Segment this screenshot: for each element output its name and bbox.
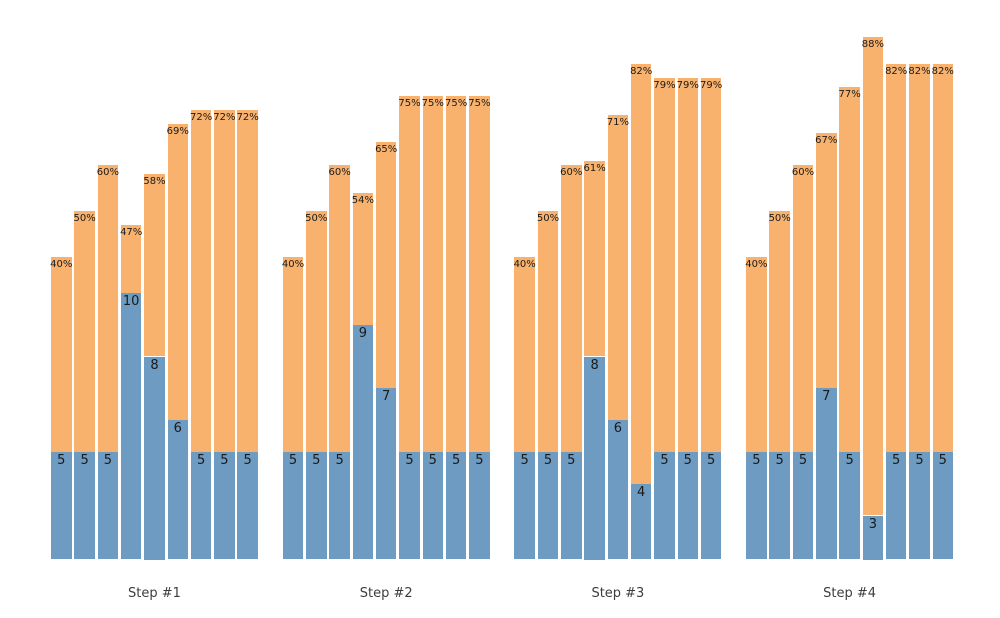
bar-top-segment	[97, 165, 119, 452]
bar-bottom-segment	[792, 451, 814, 560]
bar-top-segment	[282, 257, 304, 452]
bar-bottom-segment	[932, 451, 954, 560]
bar-bottom-segment	[375, 388, 397, 560]
bar-top-segment	[514, 257, 535, 452]
bar-bottom-segment	[677, 451, 699, 560]
bar-bottom-segment	[584, 356, 605, 560]
bar-bottom-segment	[885, 451, 907, 560]
bar-bottom-segment	[561, 451, 582, 560]
bar-top-segment	[746, 257, 767, 452]
bar-top-segment	[839, 87, 860, 452]
step-label: Step #2	[359, 586, 413, 601]
bar-top-segment	[816, 133, 837, 389]
bar-bottom-segment	[514, 451, 535, 560]
bar-bottom-segment	[630, 483, 652, 560]
bar-top-segment	[51, 257, 72, 452]
bar-top-segment	[862, 36, 884, 516]
bar-bottom-segment	[769, 451, 790, 560]
bar-top-segment	[561, 165, 582, 452]
bar-top-segment	[214, 110, 235, 452]
step-label: Step #4	[823, 586, 877, 601]
bar-bottom-segment	[909, 451, 930, 560]
bar-top-segment	[329, 165, 350, 452]
bar-bottom-segment	[607, 420, 629, 560]
bar-bottom-segment	[120, 292, 142, 560]
bar-top-segment	[932, 64, 954, 452]
bar-top-segment	[792, 165, 814, 452]
bar-bottom-segment	[839, 451, 860, 560]
bar-bottom-segment	[399, 451, 420, 560]
bar-top-segment	[422, 96, 444, 452]
bar-top-segment	[584, 160, 605, 357]
bar-bottom-segment	[445, 451, 467, 560]
bar-bottom-segment	[214, 451, 235, 560]
bar-bottom-segment	[282, 451, 304, 560]
bar-top-segment	[537, 211, 559, 452]
bar-bottom-segment	[237, 451, 258, 560]
bar-top-segment	[237, 110, 258, 452]
bar-top-segment	[700, 78, 722, 452]
bar-top-segment	[375, 142, 397, 389]
bar-bottom-segment	[167, 420, 189, 560]
bar-top-segment	[120, 224, 142, 293]
bar-top-segment	[909, 64, 930, 452]
bar-top-segment	[352, 192, 374, 325]
bar-bottom-segment	[816, 388, 837, 560]
bar-bottom-segment	[190, 451, 212, 560]
bar-bottom-segment	[654, 451, 675, 560]
bar-bottom-segment	[51, 451, 72, 560]
bar-bottom-segment	[97, 451, 119, 560]
bar-top-segment	[885, 64, 907, 452]
bar-top-segment	[399, 96, 420, 452]
bar-top-segment	[677, 78, 699, 452]
bar-top-segment	[190, 110, 212, 452]
bar-bottom-segment	[537, 451, 559, 560]
bar-bottom-segment	[329, 451, 350, 560]
bar-bottom-segment	[352, 324, 374, 560]
bar-bottom-segment	[306, 451, 327, 560]
bar-bottom-segment	[74, 451, 95, 560]
step-label: Step #1	[128, 586, 181, 601]
bar-bottom-segment	[862, 515, 884, 560]
bar-top-segment	[469, 96, 490, 452]
bar-top-segment	[654, 78, 675, 452]
bar-top-segment	[630, 64, 652, 484]
bar-bottom-segment	[144, 356, 165, 560]
bar-top-segment	[167, 123, 189, 421]
bar-top-segment	[445, 96, 467, 452]
bar-bottom-segment	[700, 451, 722, 560]
bar-bottom-segment	[469, 451, 490, 560]
bar-bottom-segment	[746, 451, 767, 560]
step-label: Step #3	[591, 586, 645, 601]
bar-bottom-segment	[422, 451, 444, 560]
bar-top-segment	[607, 114, 629, 421]
bar-top-segment	[306, 211, 327, 452]
bar-top-segment	[144, 174, 165, 357]
bar-top-segment	[74, 211, 95, 452]
bar-top-segment	[769, 211, 790, 452]
